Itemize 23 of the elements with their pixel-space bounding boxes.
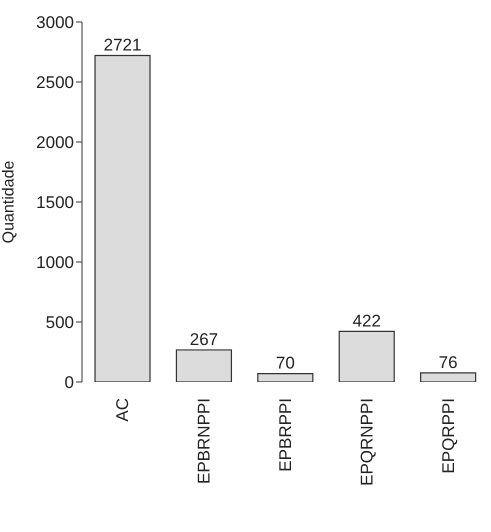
x-tick-label: AC — [113, 398, 132, 422]
x-tick-label: EPQRPPI — [438, 398, 458, 474]
x-tick-label: EPBRNPPI — [194, 398, 214, 484]
data-label: 2721 — [104, 35, 142, 54]
y-tick-label: 0 — [64, 373, 74, 392]
bar — [94, 54, 151, 382]
y-tick-label: 3000 — [36, 13, 74, 32]
y-axis-title: Quantidade — [0, 160, 18, 244]
data-label: 267 — [190, 330, 218, 349]
bar — [257, 373, 314, 382]
y-tick-label: 1000 — [36, 253, 74, 272]
y-tick-label: 2500 — [36, 73, 74, 92]
bar — [338, 330, 395, 382]
data-label: 422 — [352, 311, 381, 330]
data-label: 76 — [438, 352, 458, 372]
bar — [176, 349, 232, 382]
y-tick-label: 1500 — [36, 193, 74, 212]
y-tick-label: 500 — [46, 313, 74, 332]
bar — [420, 372, 476, 382]
y-tick-label: 2000 — [36, 133, 74, 152]
data-label: 70 — [276, 354, 295, 373]
x-tick-label: EPBRPPI — [276, 398, 295, 472]
x-tick-label: EPQRNPPI — [357, 398, 376, 486]
